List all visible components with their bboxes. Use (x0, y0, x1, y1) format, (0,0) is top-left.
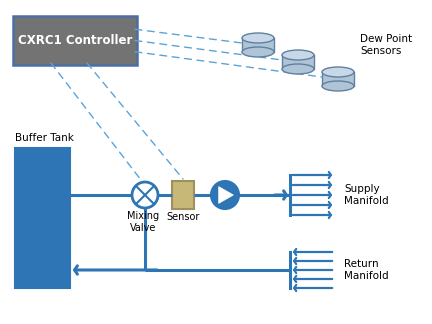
Ellipse shape (242, 33, 274, 43)
FancyBboxPatch shape (13, 16, 137, 65)
FancyBboxPatch shape (15, 148, 70, 288)
FancyBboxPatch shape (242, 38, 274, 52)
FancyBboxPatch shape (282, 55, 314, 69)
Polygon shape (219, 187, 233, 203)
Text: Return
Manifold: Return Manifold (344, 259, 389, 281)
Ellipse shape (282, 50, 314, 60)
Text: Buffer Tank: Buffer Tank (15, 133, 74, 143)
Ellipse shape (322, 67, 354, 77)
Text: Sensor: Sensor (166, 212, 200, 222)
FancyBboxPatch shape (172, 181, 194, 209)
Circle shape (211, 181, 239, 209)
Ellipse shape (282, 64, 314, 74)
Text: CXRC1 Controller: CXRC1 Controller (18, 34, 132, 47)
Text: Supply
Manifold: Supply Manifold (344, 184, 389, 206)
FancyBboxPatch shape (322, 72, 354, 86)
Text: Mixing
Valve: Mixing Valve (127, 211, 159, 233)
Ellipse shape (322, 81, 354, 91)
Ellipse shape (242, 47, 274, 57)
Text: Dew Point
Sensors: Dew Point Sensors (360, 34, 412, 56)
